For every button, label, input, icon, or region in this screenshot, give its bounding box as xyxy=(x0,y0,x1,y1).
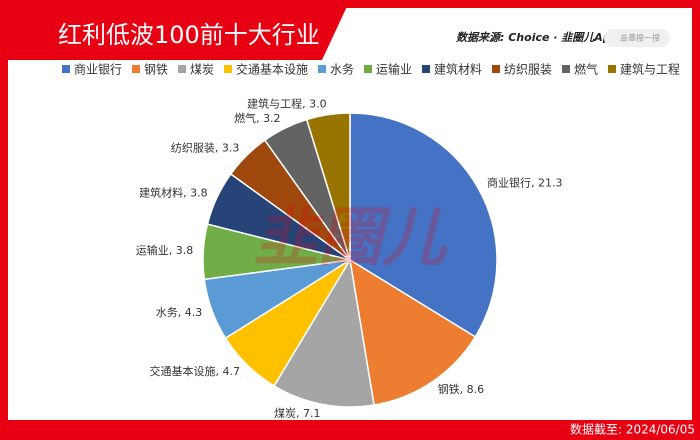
data-label: 钢铁, 8.6 xyxy=(438,383,485,396)
data-label-value: 3.8 xyxy=(190,187,208,200)
pie-slice xyxy=(349,112,498,338)
data-label: 建筑与工程, 3.0 xyxy=(247,97,327,111)
legend-label: 钢铁 xyxy=(144,63,168,77)
legend-label: 交通基本设施 xyxy=(236,62,308,77)
data-label-name: 商业银行 xyxy=(487,175,531,189)
legend-label: 建筑与工程 xyxy=(620,62,680,77)
data-label-value: 8.6 xyxy=(467,383,485,396)
data-label: 纺织服装, 3.3 xyxy=(171,141,239,155)
data-label: 交通基本设施, 4.7 xyxy=(149,364,239,378)
legend-swatch xyxy=(422,65,431,73)
data-label-value: 3.3 xyxy=(222,142,240,155)
data-label-value: 3.8 xyxy=(176,244,194,257)
data-label: 建筑材料, 3.8 xyxy=(139,186,207,200)
data-label-name: 燃气 xyxy=(234,111,256,125)
data-label-value: 3.0 xyxy=(309,98,327,111)
data-label-name: 水务 xyxy=(156,306,178,319)
data-label-value: 4.3 xyxy=(185,306,203,319)
title-banner xyxy=(0,0,350,60)
search-placeholder[interactable]: 韭基搜一搜 xyxy=(620,33,660,43)
legend-label: 水务 xyxy=(330,62,354,77)
pie-slice xyxy=(305,112,351,261)
data-label-value: 3.2 xyxy=(263,112,281,125)
chart-title: 红利低波100前十大行业 xyxy=(58,21,320,49)
legend-swatch xyxy=(178,65,187,73)
data-label-value: 7.1 xyxy=(303,407,321,420)
legend-label: 煤炭 xyxy=(190,63,214,77)
search-box[interactable] xyxy=(604,29,670,47)
data-label-value: 4.7 xyxy=(222,365,240,378)
pie-slice xyxy=(273,257,375,408)
data-label-name: 运输业 xyxy=(136,243,169,257)
data-label-name: 钢铁 xyxy=(438,383,460,396)
legend-swatch xyxy=(492,65,501,73)
data-label-name: 交通基本设施 xyxy=(149,364,215,378)
legend-swatch xyxy=(132,65,141,73)
legend-label: 建筑材料 xyxy=(434,62,482,77)
pie-slice xyxy=(348,258,477,406)
date-note: 数据截至: 2024/06/05 xyxy=(570,422,695,437)
legend-swatch xyxy=(608,65,617,73)
legend-swatch xyxy=(62,65,70,73)
legend-label: 运输业 xyxy=(376,62,412,77)
data-label: 水务, 4.3 xyxy=(156,306,203,319)
data-label: 煤炭, 7.1 xyxy=(274,407,321,420)
data-label-name: 建筑材料 xyxy=(139,186,183,200)
source: 数据来源: Choice · 韭圈儿App xyxy=(456,31,619,44)
legend-swatch xyxy=(224,65,233,73)
legend-swatch xyxy=(562,65,571,73)
data-label-name: 煤炭 xyxy=(274,407,296,420)
legend-label: 燃气 xyxy=(574,62,598,77)
data-label: 商业银行, 21.3 xyxy=(487,175,563,189)
data-label-value: 21.3 xyxy=(538,176,563,189)
data-label: 运输业, 3.8 xyxy=(136,243,194,257)
data-label: 燃气, 3.2 xyxy=(234,111,281,125)
data-label-name: 建筑与工程 xyxy=(247,97,302,111)
legend-label: 纺织服装 xyxy=(504,63,552,77)
legend-swatch xyxy=(318,65,327,73)
legend-label: 商业银行 xyxy=(74,62,122,77)
legend-swatch xyxy=(364,65,373,73)
watermark: 韭圈儿 xyxy=(254,202,448,276)
data-label-name: 纺织服装 xyxy=(171,141,215,155)
